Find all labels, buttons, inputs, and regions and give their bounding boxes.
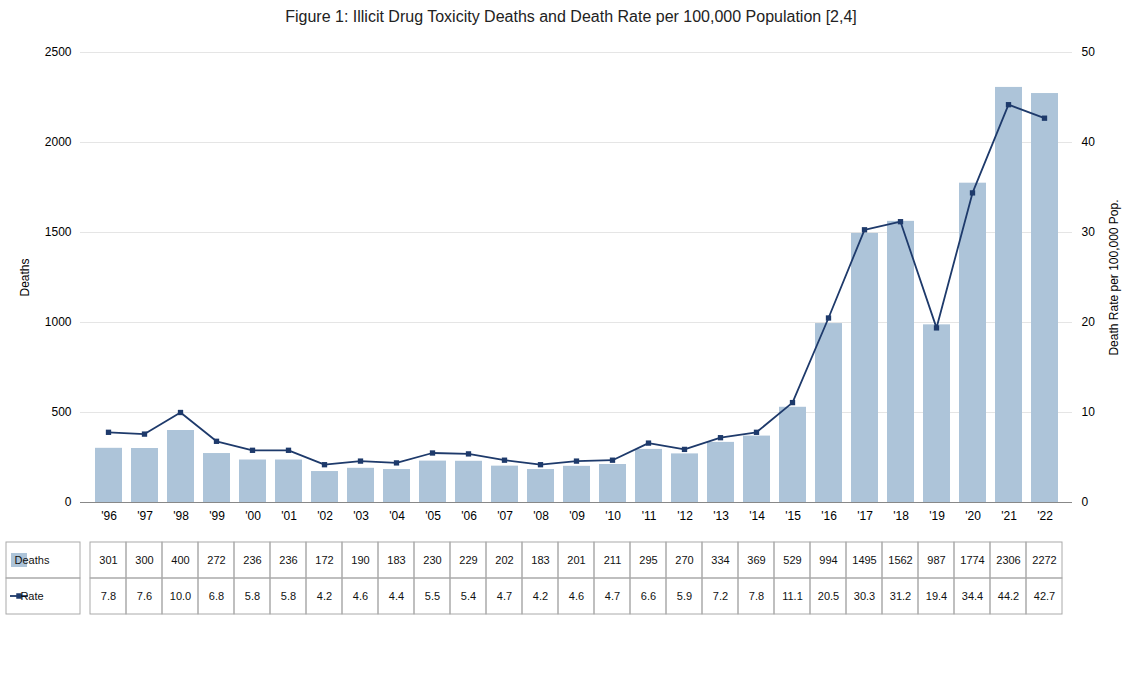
svg-text:'02: '02 <box>317 509 333 523</box>
svg-text:4.2: 4.2 <box>317 590 332 602</box>
svg-text:40: 40 <box>1082 135 1096 149</box>
svg-text:400: 400 <box>171 554 189 566</box>
html-text:Figure 1: Illicit Drug Toxicit: Figure 1: Illicit Drug Toxicity Deaths a… <box>285 8 857 25</box>
svg-text:7.6: 7.6 <box>137 590 152 602</box>
svg-text:1495: 1495 <box>852 554 876 566</box>
svg-text:'03: '03 <box>353 509 369 523</box>
svg-text:'01: '01 <box>281 509 297 523</box>
svg-text:10: 10 <box>1082 405 1096 419</box>
svg-text:7.8: 7.8 <box>749 590 764 602</box>
svg-text:1774: 1774 <box>960 554 984 566</box>
svg-text:272: 272 <box>207 554 225 566</box>
svg-text:5.4: 5.4 <box>461 590 476 602</box>
svg-text:20: 20 <box>1082 315 1096 329</box>
svg-text:369: 369 <box>747 554 765 566</box>
svg-text:19.4: 19.4 <box>926 590 947 602</box>
svg-text:Deaths: Deaths <box>18 258 32 296</box>
svg-text:10.0: 10.0 <box>170 590 191 602</box>
svg-text:190: 190 <box>351 554 369 566</box>
svg-text:'12: '12 <box>677 509 693 523</box>
svg-text:500: 500 <box>51 405 71 419</box>
svg-text:301: 301 <box>99 554 117 566</box>
svg-text:1562: 1562 <box>888 554 912 566</box>
svg-text:'98: '98 <box>173 509 189 523</box>
svg-text:30: 30 <box>1082 225 1096 239</box>
svg-text:'20: '20 <box>965 509 981 523</box>
svg-text:1500: 1500 <box>45 225 72 239</box>
svg-text:'97: '97 <box>137 509 153 523</box>
svg-text:44.2: 44.2 <box>998 590 1019 602</box>
svg-text:172: 172 <box>315 554 333 566</box>
svg-text:Death Rate per 100,000 Pop.: Death Rate per 100,000 Pop. <box>1107 199 1121 355</box>
svg-text:236: 236 <box>243 554 261 566</box>
svg-text:30.3: 30.3 <box>854 590 875 602</box>
svg-text:2500: 2500 <box>45 45 72 59</box>
svg-text:4.6: 4.6 <box>353 590 368 602</box>
svg-text:'19: '19 <box>929 509 945 523</box>
svg-text:236: 236 <box>279 554 297 566</box>
svg-text:11.1: 11.1 <box>782 590 803 602</box>
svg-text:987: 987 <box>927 554 945 566</box>
svg-text:2272: 2272 <box>1032 554 1056 566</box>
svg-text:42.7: 42.7 <box>1034 590 1055 602</box>
svg-text:4.4: 4.4 <box>389 590 404 602</box>
svg-text:'00: '00 <box>245 509 261 523</box>
svg-text:20.5: 20.5 <box>818 590 839 602</box>
svg-text:229: 229 <box>459 554 477 566</box>
svg-text:183: 183 <box>531 554 549 566</box>
svg-text:'09: '09 <box>569 509 585 523</box>
svg-text:994: 994 <box>819 554 837 566</box>
svg-text:'05: '05 <box>425 509 441 523</box>
svg-text:4.2: 4.2 <box>533 590 548 602</box>
svg-text:6.8: 6.8 <box>209 590 224 602</box>
svg-text:'15: '15 <box>785 509 801 523</box>
svg-text:300: 300 <box>135 554 153 566</box>
svg-text:31.2: 31.2 <box>890 590 911 602</box>
svg-text:4.7: 4.7 <box>497 590 512 602</box>
svg-text:183: 183 <box>387 554 405 566</box>
svg-text:34.4: 34.4 <box>962 590 983 602</box>
svg-text:'04: '04 <box>389 509 405 523</box>
svg-text:'22: '22 <box>1037 509 1053 523</box>
svg-text:'06: '06 <box>461 509 477 523</box>
svg-text:202: 202 <box>495 554 513 566</box>
svg-text:7.2: 7.2 <box>713 590 728 602</box>
svg-text:7.8: 7.8 <box>101 590 116 602</box>
svg-text:211: 211 <box>604 554 622 566</box>
svg-text:'17: '17 <box>857 509 873 523</box>
svg-text:4.7: 4.7 <box>605 590 620 602</box>
svg-text:6.6: 6.6 <box>641 590 656 602</box>
svg-text:Deaths: Deaths <box>15 554 50 566</box>
svg-text:'16: '16 <box>821 509 837 523</box>
svg-text:2306: 2306 <box>996 554 1020 566</box>
svg-text:'18: '18 <box>893 509 909 523</box>
svg-text:230: 230 <box>423 554 441 566</box>
svg-text:529: 529 <box>783 554 801 566</box>
svg-text:5.8: 5.8 <box>245 590 260 602</box>
svg-text:'14: '14 <box>749 509 765 523</box>
svg-text:0: 0 <box>1082 495 1089 509</box>
svg-text:4.6: 4.6 <box>569 590 584 602</box>
svg-text:'07: '07 <box>497 509 513 523</box>
svg-text:'96: '96 <box>101 509 117 523</box>
svg-text:'11: '11 <box>642 509 657 523</box>
svg-text:334: 334 <box>711 554 729 566</box>
svg-text:50: 50 <box>1082 45 1096 59</box>
svg-text:5.9: 5.9 <box>677 590 692 602</box>
svg-text:201: 201 <box>567 554 585 566</box>
svg-text:'10: '10 <box>605 509 621 523</box>
svg-text:'21: '21 <box>1001 509 1017 523</box>
svg-text:5.5: 5.5 <box>425 590 440 602</box>
svg-text:'13: '13 <box>713 509 729 523</box>
svg-text:0: 0 <box>65 495 72 509</box>
svg-text:5.8: 5.8 <box>281 590 296 602</box>
svg-text:'99: '99 <box>209 509 225 523</box>
svg-text:2000: 2000 <box>45 135 72 149</box>
svg-text:1000: 1000 <box>45 315 72 329</box>
svg-text:270: 270 <box>675 554 693 566</box>
svg-text:Rate: Rate <box>20 590 43 602</box>
svg-text:'08: '08 <box>533 509 549 523</box>
svg-text:295: 295 <box>639 554 657 566</box>
